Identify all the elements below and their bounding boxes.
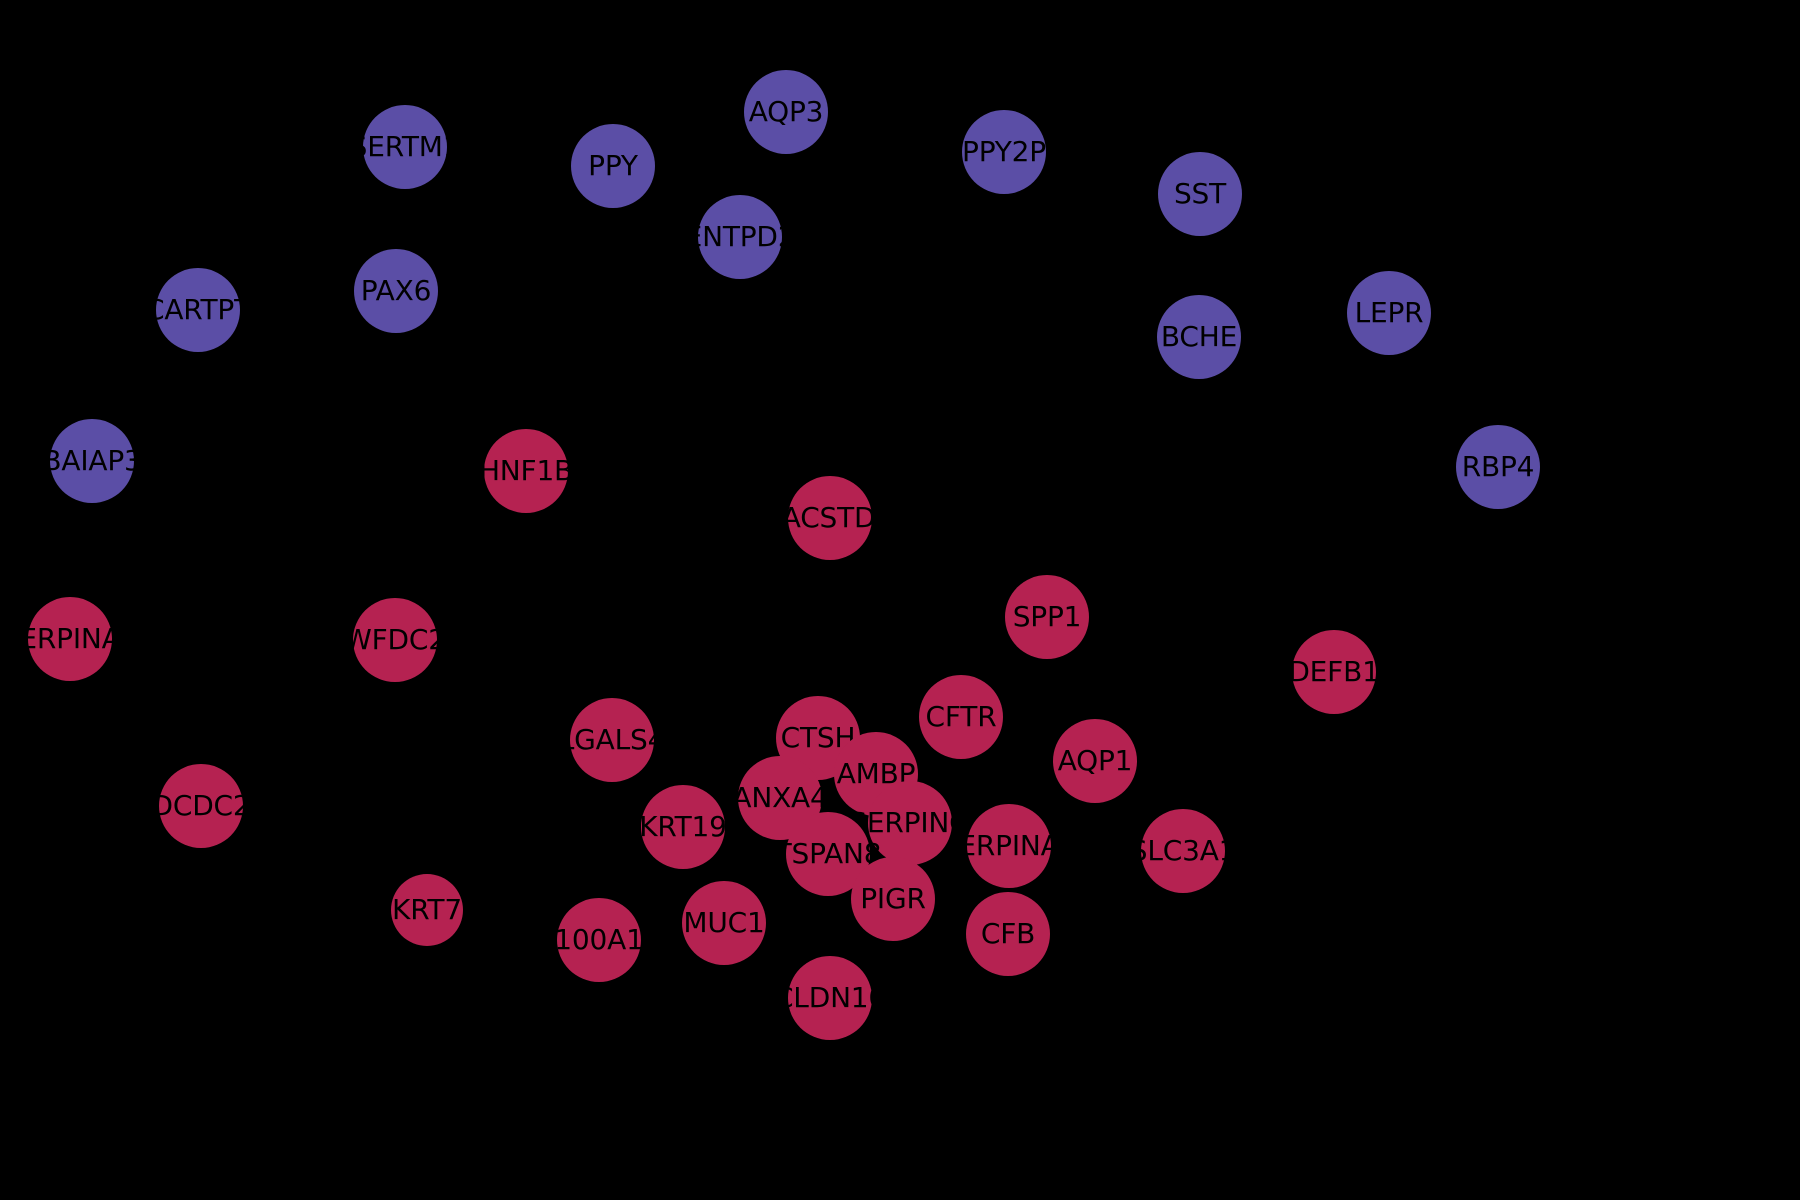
graph-node-label: S100A10: [536, 923, 662, 956]
graph-node-label: RBP4: [1461, 450, 1535, 483]
graph-node-label: MUC1: [683, 906, 765, 939]
graph-node[interactable]: AQP3: [744, 70, 828, 154]
graph-node-label: CLDN10: [773, 981, 887, 1014]
graph-node-label: TSPAN8: [774, 837, 882, 870]
graph-node-label: TACSTD2: [767, 501, 893, 534]
graph-node[interactable]: ENTPD2: [685, 195, 796, 279]
graph-node-label: AQP1: [1057, 744, 1133, 777]
graph-node-label: ERPINA: [958, 829, 1060, 862]
graph-node-label: PPY: [588, 149, 638, 182]
graph-node[interactable]: BCHE: [1157, 295, 1241, 379]
graph-node[interactable]: LEPR: [1347, 271, 1431, 355]
graph-node-label: CFB: [980, 917, 1036, 950]
graph-node[interactable]: CFTR: [919, 675, 1003, 759]
graph-node[interactable]: PPY2P: [962, 110, 1046, 194]
graph-node-label: KRT7: [392, 893, 462, 926]
graph-node[interactable]: SPP1: [1005, 575, 1089, 659]
graph-node[interactable]: PIGR: [851, 857, 935, 941]
graph-node[interactable]: AQP1: [1053, 719, 1137, 803]
graph-node[interactable]: CLDN10: [774, 956, 886, 1040]
graph-node-label: SERTM1: [349, 130, 461, 163]
graph-node[interactable]: DCDC2: [151, 764, 251, 848]
graph-node[interactable]: HNF1B: [479, 429, 573, 513]
graph-node[interactable]: ERPINA: [958, 804, 1060, 888]
graph-node-label: PPY2P: [962, 135, 1046, 168]
graph-node-label: SLC3A1: [1129, 834, 1237, 867]
graph-node-label: PIGR: [860, 882, 926, 915]
graph-node[interactable]: LGALS4: [559, 698, 665, 782]
graph-node[interactable]: PPY: [571, 124, 655, 208]
graph-node[interactable]: KRT19: [639, 785, 727, 869]
graph-node-label: SST: [1173, 177, 1227, 210]
graph-node[interactable]: CFB: [966, 892, 1050, 976]
graph-node-label: LEPR: [1354, 296, 1424, 329]
graph-node[interactable]: RBP4: [1456, 425, 1540, 509]
graph-node-label: SPP1: [1012, 600, 1082, 633]
graph-node-label: ANXA4: [732, 781, 828, 814]
graph-node[interactable]: WFDC2: [344, 598, 446, 682]
graph-node[interactable]: BAIAP3: [42, 419, 142, 503]
graph-node[interactable]: PAX6: [354, 249, 438, 333]
graph-node[interactable]: DEFB1: [1288, 630, 1380, 714]
graph-node[interactable]: ERPINA: [19, 597, 121, 681]
graph-node-label: DEFB1: [1288, 655, 1380, 688]
graph-node-label: DCDC2: [151, 789, 251, 822]
graph-node[interactable]: CARTPT: [145, 268, 251, 352]
graph-node-label: LGALS4: [558, 723, 666, 756]
graph-node-label: ENTPD2: [684, 220, 796, 253]
graph-node-label: KRT19: [639, 810, 727, 843]
graph-node-label: PAX6: [360, 274, 432, 307]
graph-node[interactable]: KRT7: [391, 874, 463, 946]
graph-node[interactable]: TACSTD2: [767, 476, 893, 560]
graph-node-label: ERPINA: [19, 622, 121, 655]
graph-node[interactable]: SLC3A1: [1130, 809, 1236, 893]
graph-node[interactable]: MUC1: [682, 881, 766, 965]
graph-node[interactable]: SERTM1: [350, 105, 461, 189]
graph-node-label: SERPING: [849, 806, 971, 839]
graph-node-label: AQP3: [748, 95, 824, 128]
graph-node-label: HNF1B: [478, 454, 574, 487]
graph-node[interactable]: S100A10: [537, 898, 662, 982]
graph-node-label: BAIAP3: [42, 444, 142, 477]
graph-node-label: BCHE: [1160, 320, 1238, 353]
graph-node-label: CARTPT: [145, 293, 252, 326]
graph-node[interactable]: SST: [1158, 152, 1242, 236]
graph-node-label: WFDC2: [344, 623, 446, 656]
graph-node-label: CFTR: [925, 700, 997, 733]
